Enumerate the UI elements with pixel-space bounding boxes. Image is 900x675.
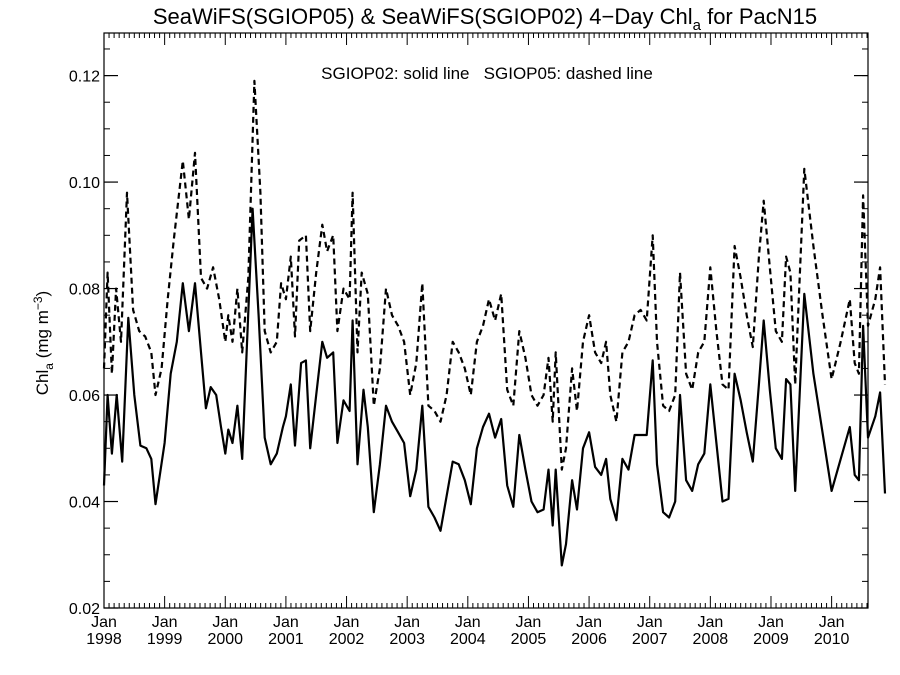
y-tick-label: 0.02 (69, 601, 100, 618)
x-tick-year-label: 2006 (571, 631, 607, 648)
x-tick-month-label: Jan (516, 614, 542, 631)
y-axis-label: Chla (mg m−3) (31, 291, 56, 395)
chart-title: SeaWiFS(SGIOP05) & SeaWiFS(SGIOP02) 4−Da… (153, 4, 817, 34)
data-series (102, 79, 887, 567)
x-tick-month-label: Jan (91, 614, 117, 631)
x-tick-year-label: 2001 (268, 631, 304, 648)
x-tick-month-label: Jan (576, 614, 602, 631)
x-tick-year-label: 1998 (86, 631, 122, 648)
y-tick-label: 0.06 (69, 388, 100, 405)
axis-ticks: 0.020.040.060.080.100.12Jan1998Jan1999Ja… (69, 33, 868, 648)
x-tick-year-label: 1999 (147, 631, 183, 648)
x-tick-month-label: Jan (819, 614, 845, 631)
x-tick-year-label: 2008 (693, 631, 729, 648)
x-tick-month-label: Jan (212, 614, 238, 631)
y-tick-label: 0.04 (69, 495, 100, 512)
x-tick-month-label: Jan (394, 614, 420, 631)
plot-frame (103, 32, 869, 609)
x-tick-year-label: 2010 (814, 631, 850, 648)
x-tick-month-label: Jan (758, 614, 784, 631)
x-tick-year-label: 2002 (329, 631, 365, 648)
x-tick-year-label: 2009 (753, 631, 789, 648)
series-line-sgiop05 (102, 79, 887, 471)
y-tick-label: 0.12 (69, 69, 100, 86)
x-tick-month-label: Jan (334, 614, 360, 631)
series-line-sgiop02 (102, 207, 887, 567)
y-tick-label: 0.08 (69, 282, 100, 299)
x-tick-month-label: Jan (455, 614, 481, 631)
x-tick-month-label: Jan (637, 614, 663, 631)
y-tick-label: 0.10 (69, 175, 100, 192)
x-tick-month-label: Jan (273, 614, 299, 631)
x-tick-year-label: 2004 (450, 631, 486, 648)
x-tick-year-label: 2000 (207, 631, 243, 648)
x-tick-year-label: 2005 (511, 631, 547, 648)
x-tick-year-label: 2003 (389, 631, 425, 648)
x-tick-month-label: Jan (697, 614, 723, 631)
x-tick-month-label: Jan (152, 614, 178, 631)
line-style-annotation: SGIOP02: solid line SGIOP05: dashed line (321, 64, 653, 83)
x-tick-year-label: 2007 (632, 631, 668, 648)
